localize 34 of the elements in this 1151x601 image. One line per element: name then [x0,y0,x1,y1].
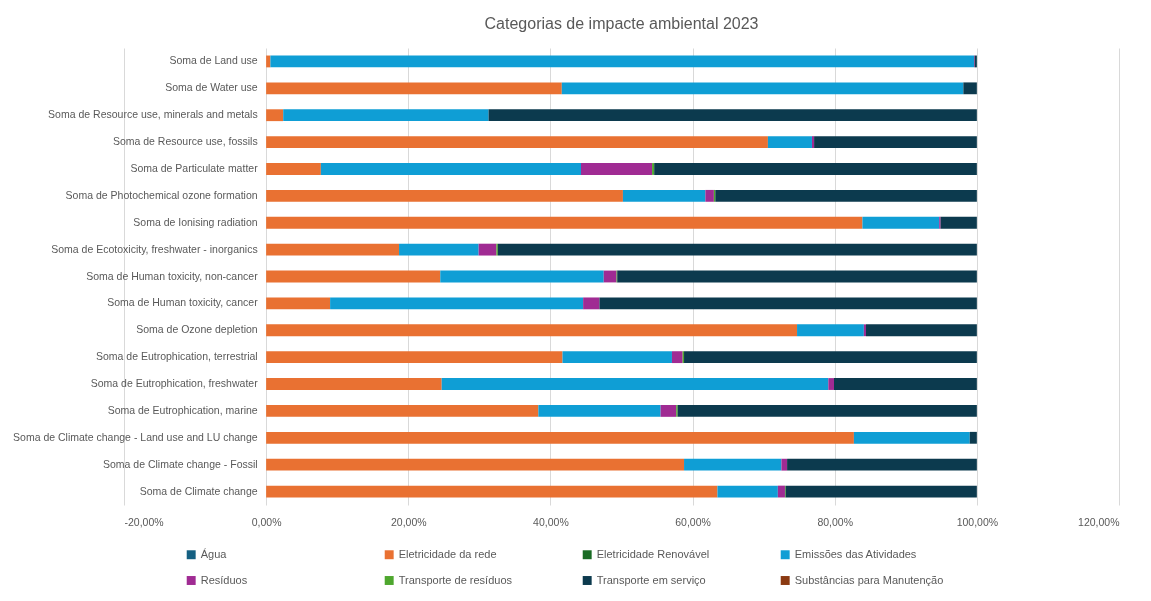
y-tick-label: Soma de Climate change [139,484,258,497]
legend-label: Eletricidade Renovável [596,547,710,560]
y-tick-label: Soma de Ecotoxicity, freshwater - inorganics [51,242,258,255]
x-tick-label: -20,00% [124,515,164,528]
y-tick-label: Soma de Eutrophication, terrestrial [95,350,258,363]
y-tick-label: Soma de Climate change - Fossil [102,457,258,470]
y-tick-label: Soma de Human toxicity, cancer [107,296,259,309]
y-tick-label: Soma de Land use [169,54,258,67]
x-tick-label: 120,00% [1078,515,1120,528]
x-tick-label: 40,00% [533,515,569,528]
y-tick-label: Soma de Photochemical ozone formation [65,188,258,201]
y-tick-label: Soma de Water use [165,81,258,94]
y-tick-label: Soma de Climate change - Land use and LU change [13,430,258,443]
legend-label: Eletricidade da rede [398,547,497,560]
y-tick-label: Soma de Ionising radiation [133,215,258,228]
y-tick-label: Soma de Particulate matter [130,161,259,174]
x-tick-label: 80,00% [817,515,854,528]
y-tick-label: Soma de Eutrophication, freshwater [90,377,259,390]
y-tick-label: Soma de Resource use, minerals and metals [48,108,258,121]
legend-label: Substâncias para Manutenção [794,573,944,586]
x-tick-label: 0,00% [251,515,282,528]
chart-title: Categorias de impacte ambiental 2023 [484,15,759,32]
legend-label: Emissões das Atividades [794,547,917,560]
x-tick-label: 20,00% [390,515,427,528]
y-tick-label: Soma de Eutrophication, marine [107,403,258,416]
y-tick-label: Soma de Human toxicity, non-cancer [86,269,259,282]
legend-label: Transporte em serviço [596,573,706,586]
legend-label: Água [200,547,228,560]
legend-label: Resíduos [200,573,248,586]
x-tick-label: 60,00% [675,515,711,528]
y-tick-label: Soma de Ozone depletion [136,323,258,336]
y-tick-label: Soma de Resource use, fossils [112,135,258,148]
legend-label: Transporte de resíduos [398,573,513,586]
x-tick-label: 100,00% [956,515,999,528]
